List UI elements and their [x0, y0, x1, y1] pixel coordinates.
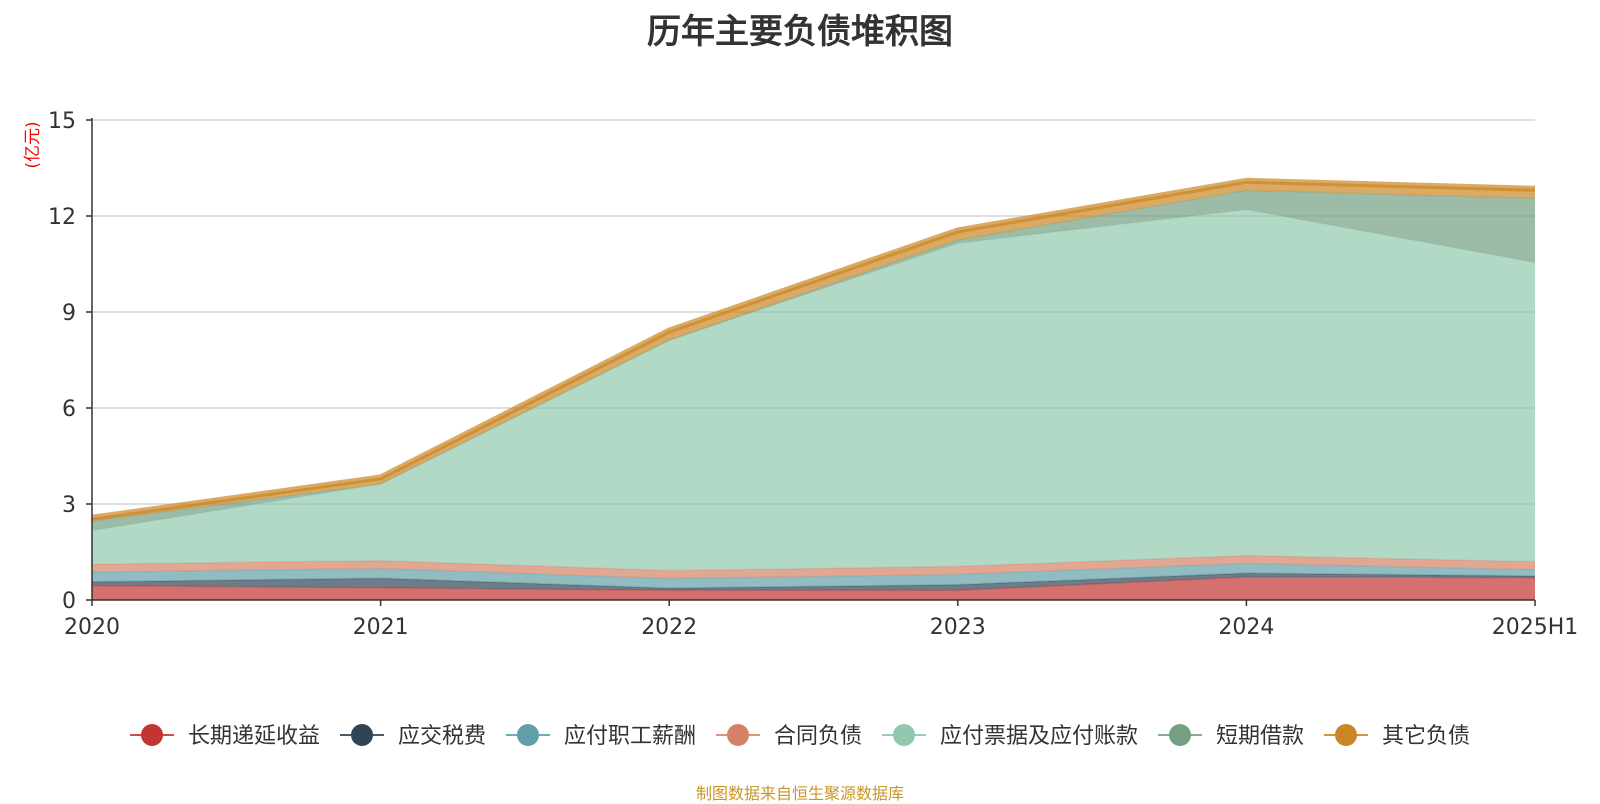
legend-item: 短期借款	[1158, 724, 1304, 749]
y-tick-label: 12	[48, 205, 76, 230]
area-layer	[92, 181, 1535, 600]
x-tick-label: 2022	[641, 615, 697, 640]
x-tick-label: 2023	[930, 615, 986, 640]
y-tick-label: 3	[62, 493, 76, 518]
legend-swatch-marker	[351, 724, 373, 746]
legend-swatch-marker	[517, 724, 539, 746]
source-note: 制图数据来自恒生聚源数据库	[0, 780, 1600, 804]
legend-item: 应交税费	[340, 724, 486, 749]
legend-label: 其它负债	[1382, 724, 1470, 749]
legend-swatch-marker	[893, 724, 915, 746]
legend-label: 应付票据及应付账款	[940, 724, 1138, 749]
x-tick-label: 2020	[64, 615, 120, 640]
y-tick-label: 0	[62, 589, 76, 614]
legend-swatch-marker	[1335, 724, 1357, 746]
legend-label: 合同负债	[774, 724, 862, 749]
legend: 长期递延收益 应交税费 应付职工薪酬 合同负债 应付票据及应付账款 短期借款 其它负债	[130, 724, 1470, 749]
y-tick-label: 15	[48, 109, 76, 134]
legend-item: 应付职工薪酬	[506, 724, 696, 749]
legend-item: 其它负债	[1324, 724, 1470, 749]
y-axis-unit-label: (亿元)	[23, 121, 43, 168]
legend-label: 应付职工薪酬	[564, 724, 696, 749]
legend-swatch-marker	[727, 724, 749, 746]
x-tick-label: 2021	[353, 615, 409, 640]
legend-label: 应交税费	[398, 724, 486, 749]
area-series-4	[92, 210, 1535, 571]
legend-item: 应付票据及应付账款	[882, 724, 1138, 749]
legend-swatch-marker	[141, 724, 163, 746]
legend-swatch-marker	[1169, 724, 1191, 746]
y-tick-label: 6	[62, 397, 76, 422]
legend-label: 短期借款	[1216, 724, 1304, 749]
x-tick-label: 2025H1	[1492, 615, 1579, 640]
y-tick-label: 9	[62, 301, 76, 326]
legend-item: 合同负债	[716, 724, 862, 749]
x-tick-label: 2024	[1218, 615, 1274, 640]
legend-item: 长期递延收益	[130, 724, 320, 749]
legend-label: 长期递延收益	[188, 724, 320, 749]
